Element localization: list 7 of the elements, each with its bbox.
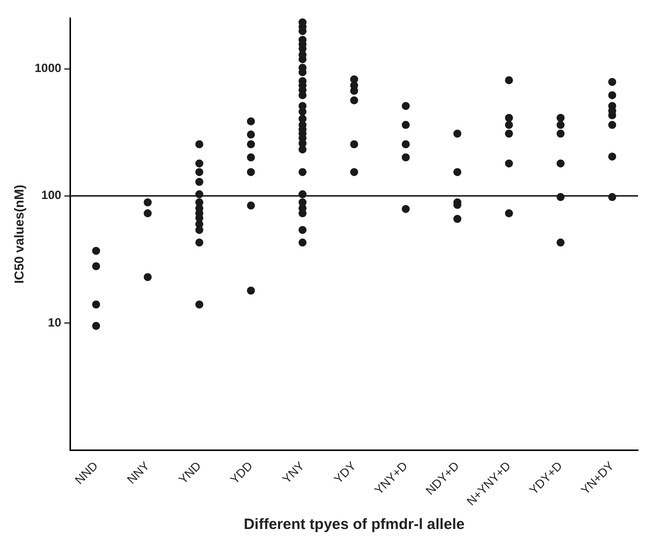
y-tick-label: 100 <box>41 188 62 202</box>
y-tick-label: 1000 <box>34 61 62 76</box>
x-tick-label: YND <box>176 458 204 487</box>
y-axis-title: IC50 values(nM) <box>11 184 26 284</box>
y-tick-label: 10 <box>48 315 62 330</box>
x-tick-label: YDD <box>228 458 256 487</box>
x-axis-title: Different tpyes of pfmdr-l allele <box>244 516 465 534</box>
